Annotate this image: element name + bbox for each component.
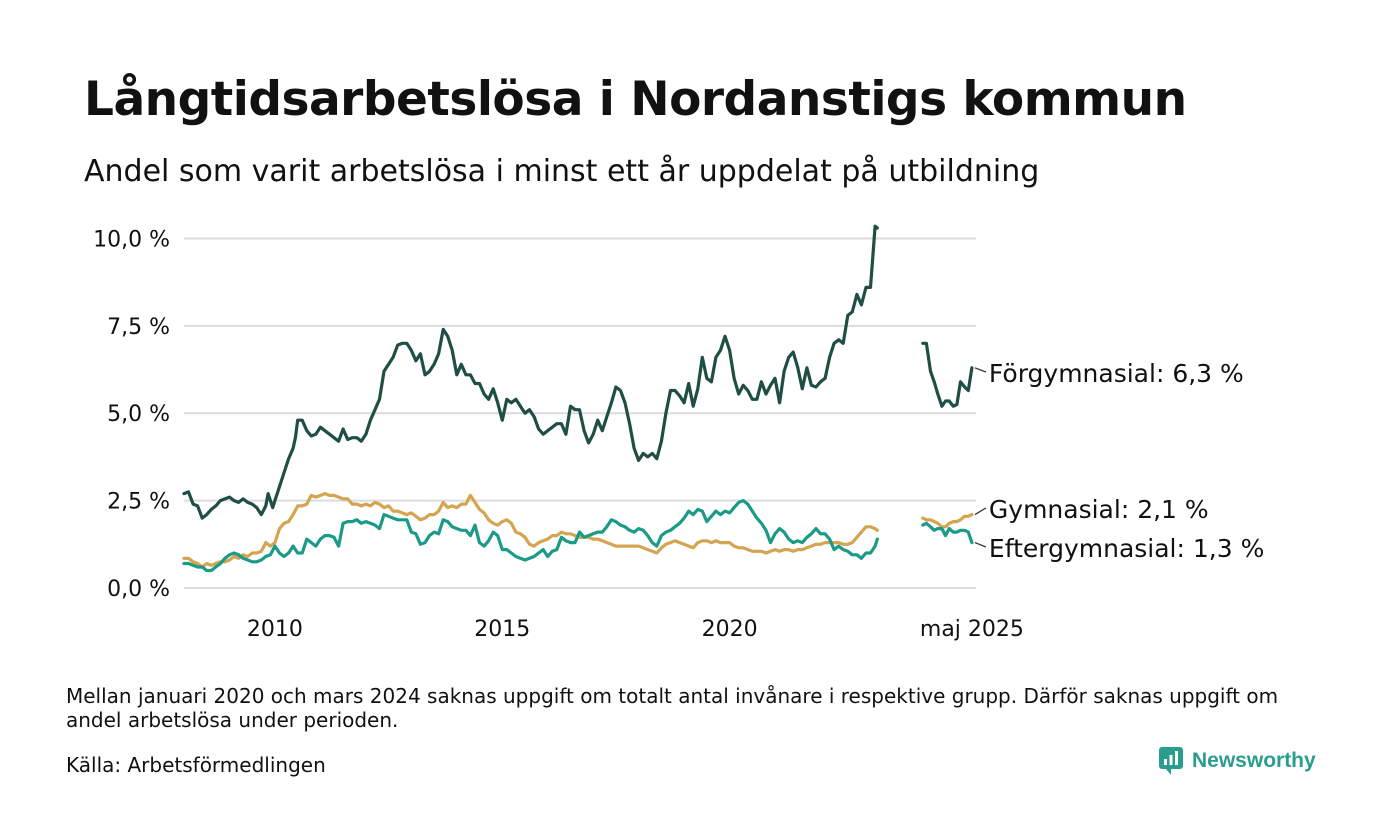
x-tick-label: 2010 (247, 617, 303, 642)
series-line-förgymnasial (182, 224, 879, 520)
brand-logo[interactable]: Newsworthy (1158, 746, 1316, 776)
line-chart: 0,0 % 2,5 % 5,0 % 7,5 % 10,0 % 2010 2015 2020 ma… (93, 224, 1264, 642)
series-line-eftergymnasial (921, 521, 974, 545)
y-tick-label: 0,0 % (107, 577, 170, 602)
series-line-gymnasial (921, 513, 974, 529)
series-end-label: Gymnasial: 2,1 % (989, 495, 1209, 524)
brand-name: Newsworthy (1192, 749, 1316, 772)
series-line-förgymnasial (921, 341, 974, 408)
y-tick-label: 7,5 % (107, 315, 170, 340)
label-leader-line (974, 367, 987, 373)
footnote: Mellan januari 2020 och mars 2024 saknas… (66, 684, 1279, 732)
series-line-gymnasial (182, 492, 879, 569)
x-tick-label: 2015 (474, 617, 530, 642)
chart-title: Långtidsarbetslösa i Nordanstigs kommun (84, 72, 1187, 127)
x-tick-label: maj 2025 (920, 617, 1024, 642)
label-leader-line (974, 507, 987, 516)
series-line-eftergymnasial (182, 499, 879, 573)
source-note: Källa: Arbetsförmedlingen (66, 753, 326, 777)
series-end-label: Eftergymnasial: 1,3 % (989, 534, 1264, 563)
series-end-label: Förgymnasial: 6,3 % (989, 359, 1244, 388)
label-leader-line (974, 541, 987, 548)
y-tick-label: 2,5 % (107, 490, 170, 515)
y-tick-label: 10,0 % (93, 227, 170, 252)
y-tick-label: 5,0 % (107, 402, 170, 427)
x-tick-label: 2020 (702, 617, 758, 642)
chart-subtitle: Andel som varit arbetslösa i minst ett å… (84, 154, 1040, 189)
newsworthy-logo-icon (1159, 747, 1183, 775)
